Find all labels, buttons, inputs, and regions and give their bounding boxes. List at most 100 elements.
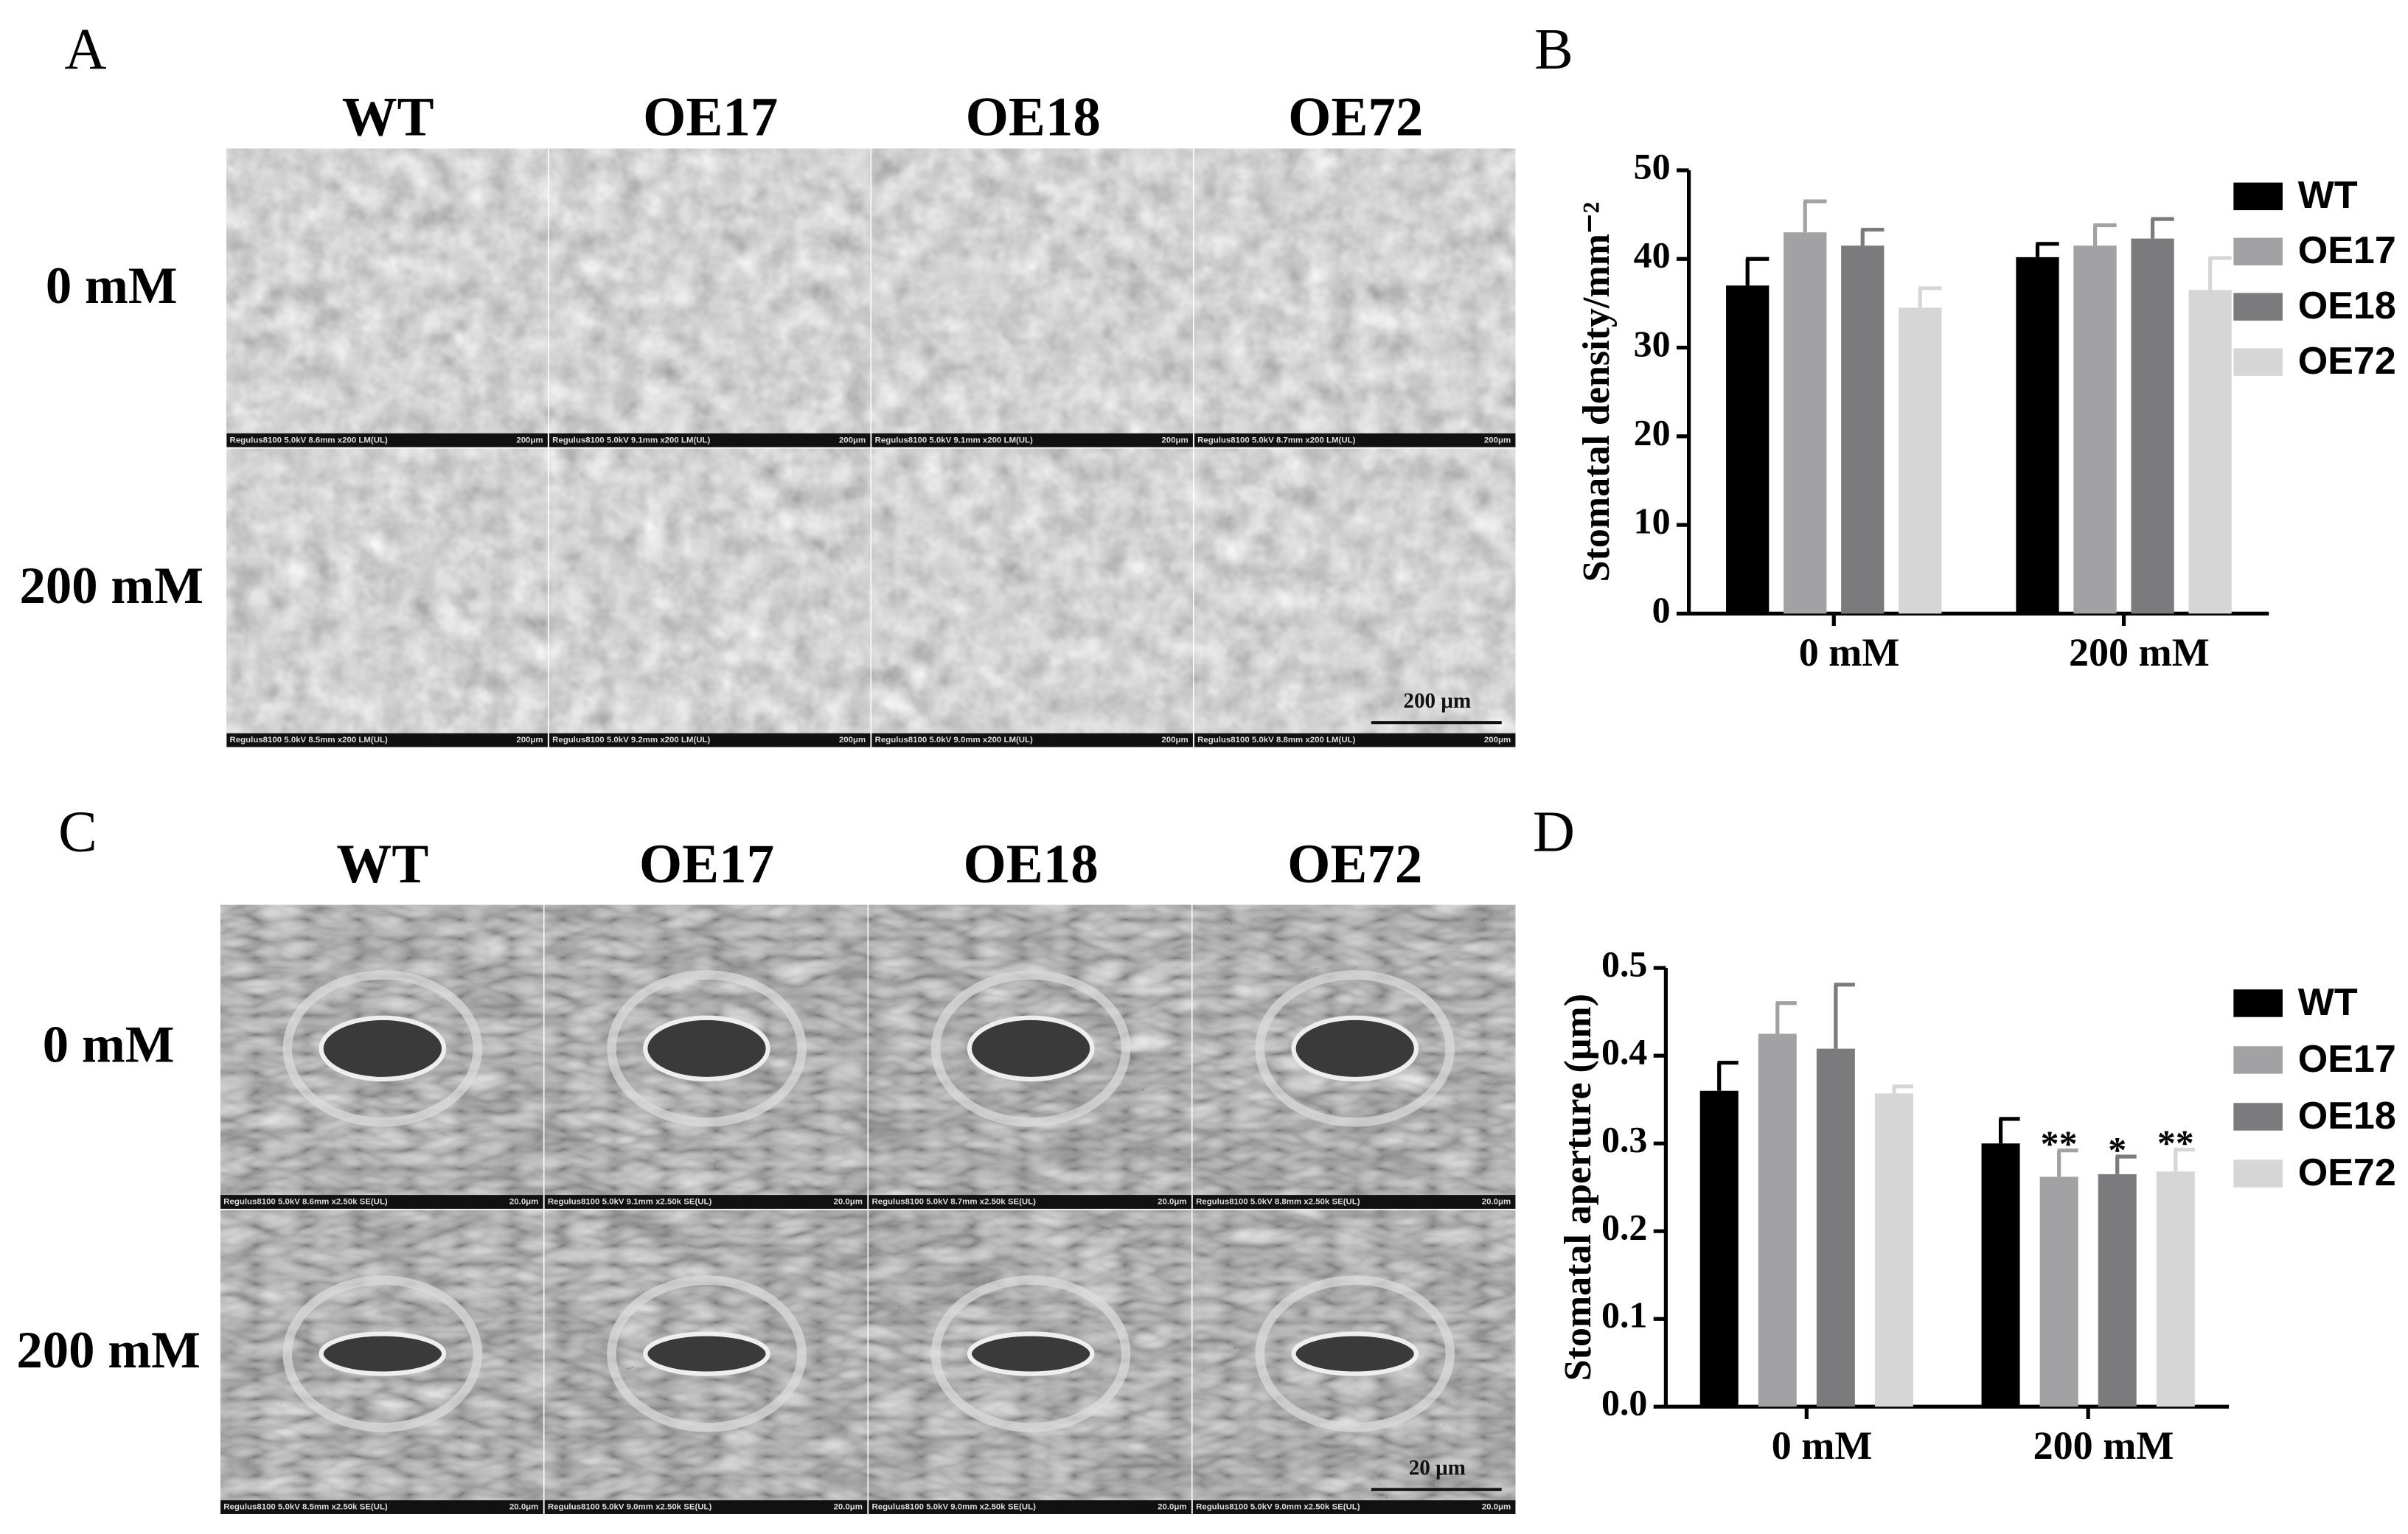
error-bar: [1892, 1084, 1913, 1094]
y-tick-label: 50: [1634, 145, 1671, 186]
bar: [1816, 1048, 1855, 1407]
bar: [2131, 238, 2174, 614]
footer-text: Regulus8100 5.0kV 8.7mm x2.50k SE(UL): [871, 1197, 1036, 1206]
legend-label: OE18: [2298, 1095, 2396, 1137]
footer-scale: 20.0μm: [509, 1197, 538, 1206]
footer-scale: 20.0μm: [1158, 1503, 1186, 1512]
micrograph: [549, 148, 871, 447]
error-bar: [1918, 286, 1942, 308]
footer-scale: 200μm: [516, 436, 543, 444]
error-bar: [2150, 217, 2174, 239]
x-tick-label: 200 mM: [2069, 630, 2210, 674]
footer-strip: [544, 1195, 868, 1209]
footer-text: Regulus8100 5.0kV 9.0mm x2.50k SE(UL): [1196, 1503, 1360, 1512]
micrograph: [226, 148, 548, 447]
footer-strip: [220, 1195, 543, 1209]
footer-strip: [549, 433, 871, 447]
bar: [2073, 245, 2117, 614]
guard-cells: [607, 1275, 807, 1432]
footer-scale: 20.0μm: [1482, 1197, 1511, 1206]
bar: [1981, 1143, 2020, 1407]
stoma-pore: [967, 1331, 1095, 1376]
legend-swatch: [2233, 293, 2283, 321]
footer-strip: [1192, 1500, 1516, 1514]
footer-strip: [1194, 433, 1516, 447]
bar: [1874, 1093, 1913, 1407]
guard-cells: [282, 970, 483, 1127]
stoma-pore: [1291, 1015, 1419, 1082]
footer-scale: 200μm: [516, 736, 543, 745]
bar: [1899, 307, 1942, 614]
footer-text: Regulus8100 5.0kV 8.5mm x2.50k SE(UL): [223, 1503, 388, 1512]
bar: [2016, 257, 2059, 614]
column-label: OE17: [639, 834, 774, 895]
footer-text: Regulus8100 5.0kV 8.5mm x200 LM(UL): [230, 736, 388, 745]
x-tick-label: 0 mM: [1772, 1423, 1873, 1468]
footer-scale: 20.0μm: [1482, 1503, 1511, 1512]
y-tick-label: 0: [1652, 589, 1671, 630]
stoma-pore: [967, 1015, 1095, 1082]
column-label: OE18: [966, 87, 1101, 148]
legend-swatch: [2233, 237, 2283, 266]
legend-label: OE17: [2298, 229, 2396, 272]
y-tick-label: 0.2: [1601, 1207, 1647, 1248]
legend-swatch: [2233, 1103, 2283, 1131]
footer-text: Regulus8100 5.0kV 9.0mm x2.50k SE(UL): [548, 1503, 712, 1512]
footer-scale: 20.0μm: [509, 1503, 538, 1512]
footer-strip: [871, 733, 1193, 747]
footer-strip: [220, 1500, 543, 1514]
footer-strip: [869, 1195, 1191, 1209]
guard-cells: [1255, 970, 1455, 1127]
footer-strip: [544, 1500, 868, 1514]
guard-cells: [607, 970, 807, 1127]
legend-swatch: [2233, 182, 2283, 211]
micrograph: [871, 148, 1193, 447]
y-axis-label: Stomatal density/mm⁻²: [1576, 202, 1618, 582]
micrograph: [871, 448, 1193, 747]
legend-swatch: [2233, 1160, 2283, 1188]
footer-strip: [226, 733, 548, 747]
significance-label: *: [2108, 1129, 2126, 1170]
row-label: 0 mM: [46, 257, 178, 315]
y-tick-label: 40: [1634, 234, 1671, 276]
y-tick-label: 0.5: [1601, 944, 1647, 985]
y-tick-label: 10: [1634, 501, 1671, 542]
error-bar: [2057, 1148, 2078, 1177]
panel-letter: C: [58, 800, 97, 864]
legend-label: OE72: [2298, 340, 2396, 383]
y-tick-label: 0.0: [1601, 1382, 1647, 1423]
error-bar: [1717, 1061, 1739, 1091]
error-bar: [1860, 227, 1885, 246]
error-bar: [1775, 1001, 1797, 1034]
scale-bar-label: 200 μm: [1403, 689, 1471, 713]
micrograph: [1194, 148, 1516, 447]
column-label: WT: [336, 834, 428, 895]
legend-label: OE72: [2298, 1151, 2396, 1194]
stoma-pore: [319, 1015, 447, 1082]
column-label: OE72: [1288, 87, 1423, 148]
y-tick-label: 0.1: [1601, 1294, 1647, 1336]
micrograph: [1194, 448, 1516, 747]
bar: [1841, 245, 1885, 614]
footer-text: Regulus8100 5.0kV 9.0mm x200 LM(UL): [875, 736, 1033, 745]
footer-scale: 200μm: [839, 736, 866, 745]
x-tick-label: 0 mM: [1799, 630, 1900, 674]
y-axis-label: Stomatal aperture (μm): [1557, 994, 1599, 1381]
footer-scale: 200μm: [1161, 736, 1188, 745]
y-tick-label: 30: [1634, 323, 1671, 364]
error-bar: [2115, 1154, 2137, 1174]
error-bar: [1745, 257, 1770, 286]
column-label: WT: [342, 87, 434, 148]
legend-label: OE17: [2298, 1038, 2396, 1081]
legend-label: WT: [2298, 981, 2358, 1024]
bar: [2188, 290, 2232, 614]
y-tick-label: 0.4: [1601, 1031, 1647, 1073]
column-label: OE18: [964, 834, 1099, 895]
stoma-pore: [1291, 1331, 1419, 1376]
footer-text: Regulus8100 5.0kV 9.1mm x2.50k SE(UL): [548, 1197, 712, 1206]
legend-swatch: [2233, 989, 2283, 1017]
stoma-pore: [643, 1015, 770, 1082]
row-label: 200 mM: [20, 557, 204, 615]
